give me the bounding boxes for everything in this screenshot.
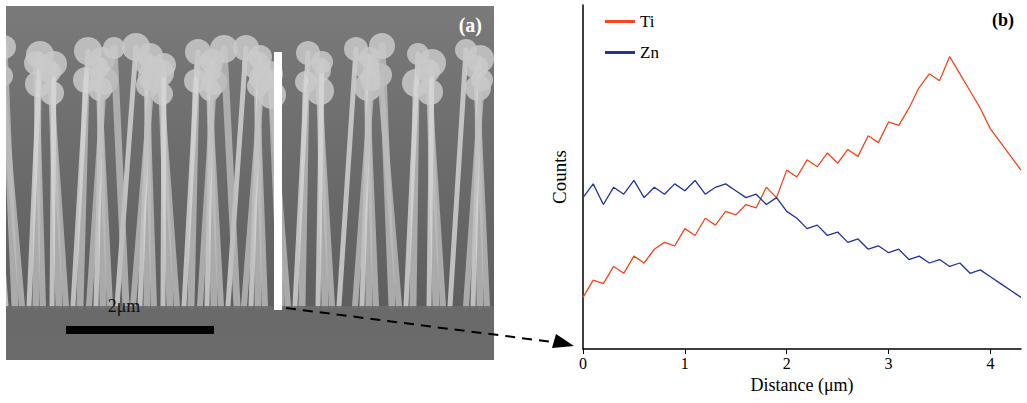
svg-text:2: 2 [783, 355, 791, 372]
svg-text:2μm: 2μm [108, 296, 141, 316]
svg-text:4: 4 [986, 355, 994, 372]
svg-text:(b): (b) [992, 10, 1014, 31]
svg-text:Distance (μm): Distance (μm) [750, 375, 853, 396]
svg-text:Zn: Zn [640, 43, 659, 62]
svg-text:0: 0 [579, 355, 587, 372]
svg-text:3: 3 [885, 355, 893, 372]
svg-text:1: 1 [681, 355, 689, 372]
svg-text:(a): (a) [459, 14, 482, 37]
svg-text:Counts: Counts [549, 150, 570, 204]
svg-text:Ti: Ti [640, 12, 655, 31]
